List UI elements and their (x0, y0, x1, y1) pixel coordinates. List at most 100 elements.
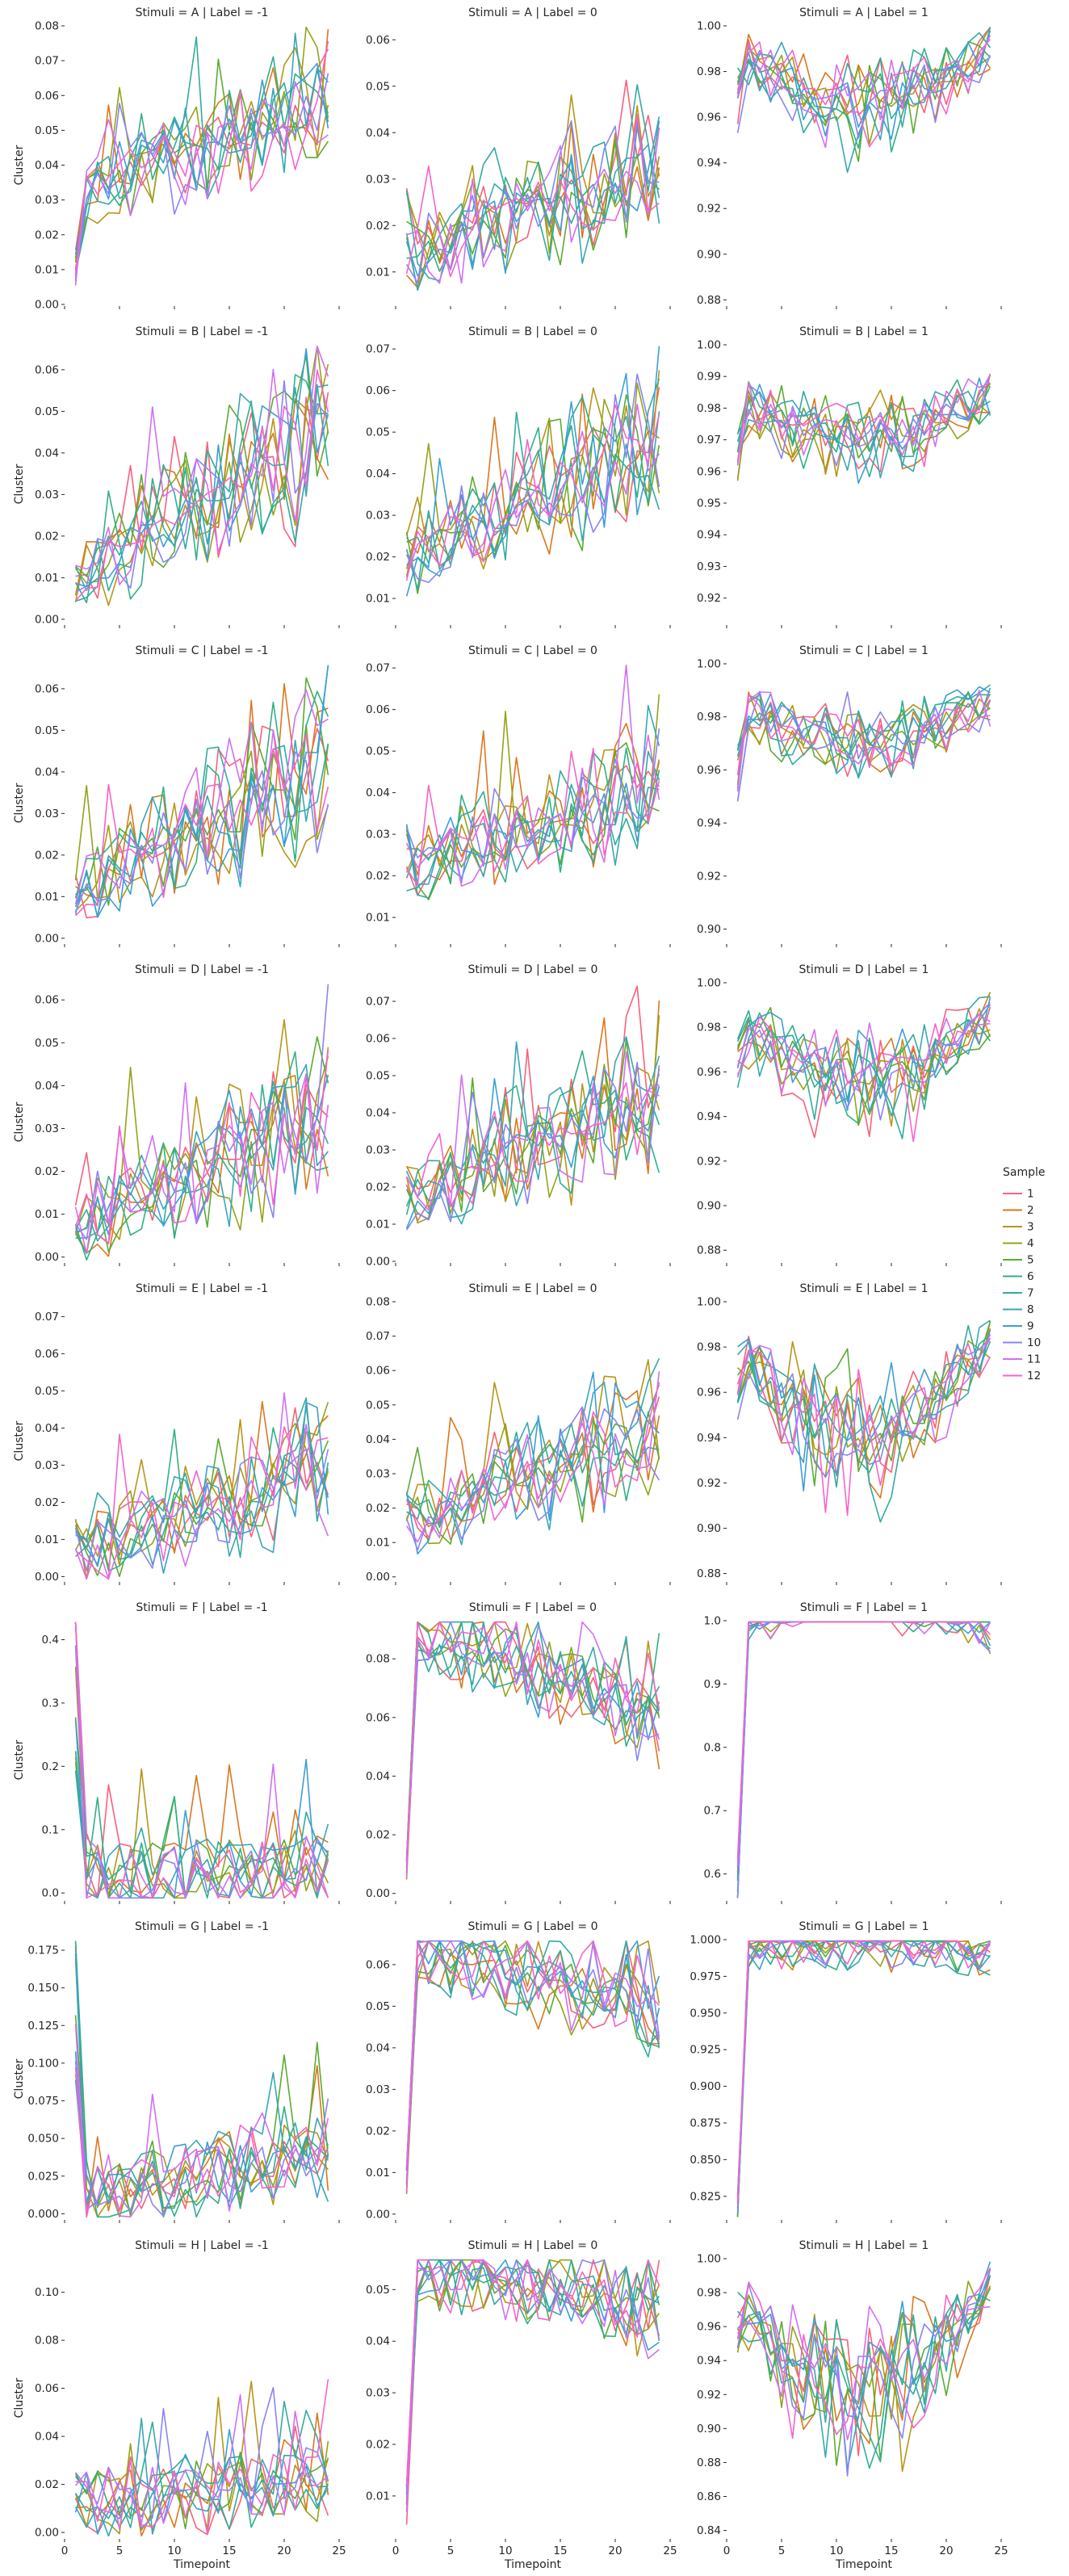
series-line-3 (74, 47, 329, 271)
series-line-12 (75, 2379, 329, 2535)
y-tick-label: 0.06 (35, 363, 59, 376)
y-axis-label: Cluster (13, 464, 26, 504)
series-line-9 (75, 1402, 329, 1574)
y-tick-label: 0.98 (697, 65, 721, 78)
legend-label: 12 (1027, 1370, 1041, 1382)
panel-title: Stimuli = E | Label = 0 (469, 1282, 597, 1295)
series-line-5 (405, 2259, 660, 2506)
y-tick-label: 1.00 (697, 977, 721, 990)
panel-D-label-0: Stimuli = D | Label = 0 0.00 0.01 0.02 0.03 0… (366, 963, 671, 1269)
y-tick-label: 0.01 (35, 1533, 59, 1546)
x-tick-label: 20 (277, 2545, 291, 2557)
series-line-10 (74, 1448, 329, 1571)
series-line-9 (74, 665, 329, 918)
series-line-8 (405, 1621, 660, 1868)
series-line-10 (736, 1940, 991, 2213)
y-tick-label: 0.06 (366, 384, 390, 397)
legend-label: 6 (1027, 1270, 1034, 1283)
series-line-11 (736, 1621, 991, 1866)
series-line-9 (736, 30, 991, 141)
series-line-7 (736, 31, 991, 134)
y-tick-label: 0.03 (35, 489, 59, 501)
series-line-12 (736, 2268, 991, 2440)
series-line-9 (74, 1719, 329, 1899)
x-tick-label: 0 (61, 2545, 69, 2557)
series-line-4 (74, 1402, 329, 1568)
x-tick-label: 20 (939, 2545, 953, 2557)
y-tick-label: 1.00 (697, 339, 721, 352)
series-line-11 (74, 1622, 329, 1899)
y-tick-label: 0.01 (366, 912, 390, 925)
y-tick-label: 0.03 (366, 829, 390, 841)
y-tick-label: 0.3 (42, 1697, 59, 1710)
y-tick-label: 0.03 (366, 2083, 390, 2096)
y-tick-label: 0.88 (697, 1567, 721, 1580)
y-tick-label: 0.01 (366, 1537, 390, 1550)
series-line-9 (405, 346, 660, 597)
panel-title: Stimuli = A | Label = 1 (799, 6, 929, 19)
panel-C-label-1: Stimuli = C | Label = 1 0.90 0.92 0.94 0.96 0… (697, 644, 1002, 947)
panel-title: Stimuli = H | Label = -1 (135, 2239, 269, 2252)
y-tick-label: 0.02 (366, 1829, 390, 1842)
legend-label: 5 (1027, 1254, 1034, 1267)
series-line-4 (405, 1416, 660, 1545)
series-line-7 (405, 750, 660, 899)
series-line-5 (736, 1621, 991, 1868)
series-line-5 (736, 690, 991, 766)
y-tick-label: 0.07 (35, 55, 59, 68)
series-line-2 (736, 1940, 991, 2217)
y-tick-label: 0.94 (697, 1110, 721, 1123)
y-tick-label: 0.04 (35, 2431, 59, 2444)
series-line-1 (74, 2425, 329, 2536)
series-line-12 (405, 1382, 660, 1538)
series-line-8 (74, 2071, 329, 2218)
y-tick-label: 0.92 (697, 1477, 721, 1490)
series-line-9 (74, 62, 329, 255)
series-line-4 (736, 1621, 991, 1879)
y-tick-label: 0.96 (697, 764, 721, 777)
series-line-9 (736, 2261, 991, 2419)
series-line-2 (405, 123, 660, 288)
series-line-1 (74, 1757, 329, 1899)
series-line-6 (736, 1009, 991, 1125)
x-tick-label: 15 (884, 2545, 898, 2557)
panel-title: Stimuli = D | Label = 0 (468, 963, 598, 976)
y-tick-label: 1.00 (697, 658, 721, 671)
y-tick-label: 0.90 (697, 923, 721, 936)
series-line-9 (736, 377, 991, 485)
series-line-11 (736, 1013, 991, 1107)
series-line-10 (736, 1621, 991, 1898)
series-line-6 (405, 2259, 660, 2494)
y-tick-label: 0.98 (697, 1341, 721, 1354)
y-tick-label: 0.00 (366, 2208, 390, 2221)
y-tick-label: 0.06 (366, 1365, 390, 1378)
panel-title: Stimuli = B | Label = -1 (136, 325, 269, 338)
y-tick-label: 0.050 (27, 2133, 59, 2146)
y-axis-label: Cluster (13, 782, 26, 823)
panel-C-label-0: Stimuli = C | Label = 0 0.01 0.02 0.03 0.04 0… (366, 644, 671, 947)
y-tick-label: 0.08 (35, 2335, 59, 2347)
series-line-7 (75, 743, 329, 907)
panel-title: Stimuli = D | Label = 1 (799, 963, 929, 976)
series-line-8 (405, 705, 660, 879)
series-line-10 (736, 1337, 991, 1479)
x-tick-label: 10 (167, 2545, 181, 2557)
series-line-4 (405, 1940, 660, 2171)
panel-title: Stimuli = E | Label = 1 (800, 1282, 929, 1295)
y-tick-label: 0.05 (35, 724, 59, 737)
legend-label: 8 (1027, 1303, 1034, 1316)
y-tick-label: 0.01 (35, 891, 59, 904)
y-tick-label: 0.00 (35, 613, 59, 626)
panel-E-label-0: Stimuli = E | Label = 0 0.00 0.01 0.02 0.03 0… (366, 1282, 671, 1585)
series-line-2 (736, 1621, 991, 1873)
panel-title: Stimuli = F | Label = 0 (469, 1601, 597, 1614)
series-line-6 (74, 56, 329, 273)
y-tick-label: 0.84 (697, 2524, 721, 2537)
series-line-6 (405, 1621, 660, 1861)
y-tick-label: 0.900 (690, 2080, 721, 2093)
legend-label: 11 (1027, 1353, 1041, 1366)
y-tick-label: 0.01 (366, 1219, 390, 1231)
y-tick-label: 0.90 (697, 1522, 721, 1535)
series-line-7 (736, 385, 991, 478)
